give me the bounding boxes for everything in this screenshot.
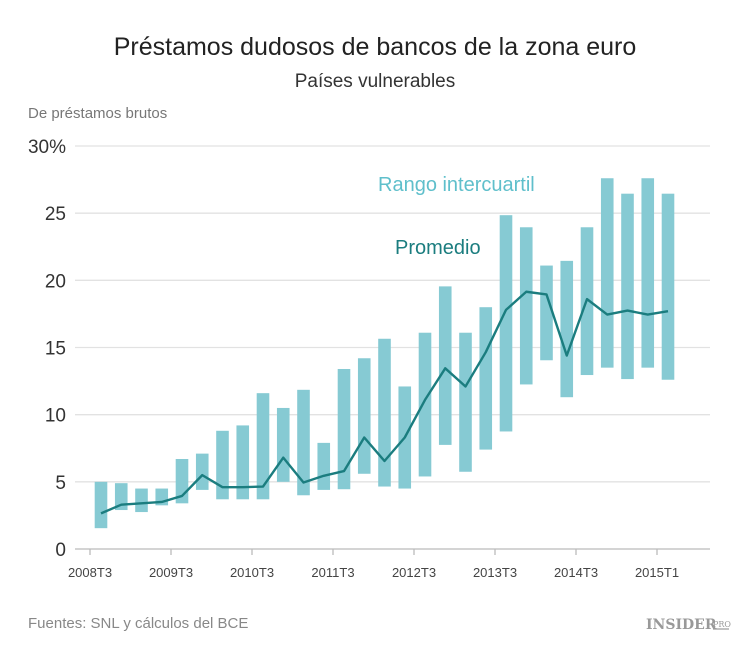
range-bar	[216, 430, 229, 500]
y-tick-label: 5	[55, 473, 66, 494]
range-bar	[540, 265, 553, 361]
x-axis: 2008T3 2009T3 2010T3 2011T3 2012T3 2013T3 2014…	[68, 548, 710, 580]
range-bar	[438, 286, 452, 445]
x-tick-label: 2011T3	[311, 565, 354, 580]
mean-line-group	[100, 290, 669, 515]
y-tick-label: 15	[45, 339, 66, 360]
range-bar	[621, 193, 634, 380]
range-bar	[499, 215, 513, 432]
mean-line	[100, 290, 669, 515]
y-tick-label: 0	[55, 540, 66, 561]
range-bar	[195, 453, 209, 490]
range-bar	[276, 407, 290, 482]
y-tick-label: 20	[45, 271, 66, 292]
source-note: Fuentes: SNL y cálculos del BCE	[28, 615, 248, 632]
range-bar	[560, 260, 574, 398]
range-bar	[479, 307, 493, 450]
x-tick-label: 2014T3	[554, 565, 598, 580]
range-bar	[357, 358, 371, 474]
gridlines	[75, 145, 710, 483]
chart-title: Préstamos dudosos de bancos de la zona e…	[114, 33, 637, 61]
legend-mean-label: Promedio	[395, 237, 481, 259]
range-bar	[135, 488, 148, 513]
y-tick-label: 10	[45, 406, 66, 427]
range-bars	[94, 178, 675, 529]
x-tick-label: 2013T3	[473, 565, 517, 580]
range-bar	[459, 332, 472, 472]
logo-suffix: PRO	[713, 620, 731, 629]
x-tick-label: 2015T1	[635, 565, 679, 580]
range-bar	[378, 338, 391, 487]
chart-subtitle: Países vulnerables	[295, 71, 456, 92]
y-tick-label: 25	[45, 204, 66, 225]
range-bar	[337, 368, 351, 490]
insider-pro-logo: INSIDER PRO	[646, 617, 731, 633]
x-tick-label: 2008T3	[68, 565, 112, 580]
range-bar	[256, 393, 270, 500]
range-bar	[519, 227, 533, 385]
y-axis-ticks: 0 5 10 15 20 25 30%	[28, 137, 66, 561]
range-bar	[94, 481, 108, 529]
range-bar	[418, 332, 432, 477]
range-bar	[297, 389, 310, 496]
x-tick-label: 2010T3	[230, 565, 274, 580]
range-bar	[641, 178, 655, 368]
y-tick-label: 30%	[28, 137, 66, 158]
range-bar	[661, 193, 675, 380]
range-bar	[600, 178, 614, 368]
x-tick-label: 2009T3	[149, 565, 193, 580]
range-bar	[317, 442, 331, 490]
logo-text: INSIDER	[646, 617, 717, 633]
legend-range-label: Rango intercuartil	[378, 174, 535, 196]
x-tick-label: 2012T3	[392, 565, 436, 580]
y-axis-label: De préstamos brutos	[28, 105, 167, 122]
range-bar	[236, 425, 250, 500]
